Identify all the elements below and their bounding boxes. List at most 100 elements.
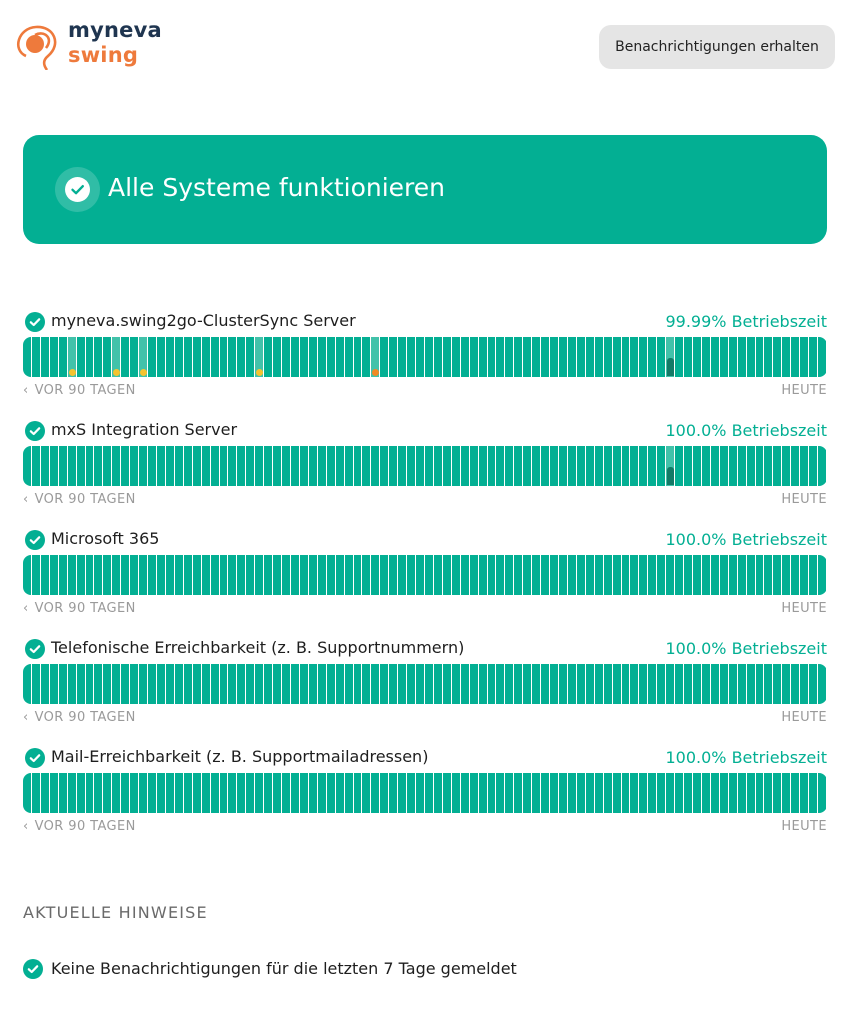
day-segment[interactable]: [246, 337, 254, 377]
day-segment[interactable]: [157, 446, 165, 486]
day-segment[interactable]: [648, 446, 656, 486]
day-segment[interactable]: [452, 555, 460, 595]
day-segment[interactable]: [327, 773, 335, 813]
day-segment[interactable]: [130, 555, 138, 595]
day-segment[interactable]: [336, 773, 344, 813]
day-segment[interactable]: [211, 773, 219, 813]
day-segment[interactable]: [336, 664, 344, 704]
day-segment[interactable]: [747, 664, 755, 704]
day-segment[interactable]: [666, 446, 674, 486]
day-segment[interactable]: [532, 555, 540, 595]
day-segment[interactable]: [773, 773, 781, 813]
day-segment[interactable]: [255, 773, 263, 813]
day-segment[interactable]: [59, 555, 67, 595]
day-segment[interactable]: [702, 446, 710, 486]
day-segment[interactable]: [157, 664, 165, 704]
day-segment[interactable]: [228, 773, 236, 813]
day-segment[interactable]: [416, 664, 424, 704]
day-segment[interactable]: [237, 773, 245, 813]
day-segment[interactable]: [86, 555, 93, 595]
day-segment[interactable]: [764, 446, 772, 486]
chevron-left-icon[interactable]: ‹: [23, 383, 29, 398]
day-segment[interactable]: [425, 773, 433, 813]
day-segment[interactable]: [354, 337, 361, 377]
day-segment[interactable]: [568, 446, 576, 486]
day-segment[interactable]: [112, 555, 120, 595]
day-segment[interactable]: [541, 555, 549, 595]
chevron-left-icon[interactable]: ‹: [23, 601, 29, 616]
day-segment[interactable]: [720, 446, 728, 486]
day-segment[interactable]: [193, 555, 201, 595]
day-segment[interactable]: [622, 446, 629, 486]
day-segment[interactable]: [559, 446, 567, 486]
day-segment[interactable]: [50, 446, 58, 486]
day-segment[interactable]: [586, 664, 594, 704]
day-segment[interactable]: [675, 664, 683, 704]
day-segment[interactable]: [202, 664, 210, 704]
day-segment[interactable]: [818, 555, 826, 595]
day-segment[interactable]: [568, 773, 576, 813]
day-segment[interactable]: [488, 555, 495, 595]
day-segment[interactable]: [309, 664, 317, 704]
day-segment[interactable]: [818, 337, 826, 377]
day-segment[interactable]: [434, 446, 442, 486]
day-segment[interactable]: [604, 446, 612, 486]
day-segment[interactable]: [291, 773, 299, 813]
day-segment[interactable]: [488, 773, 495, 813]
day-segment[interactable]: [550, 555, 558, 595]
day-segment[interactable]: [809, 773, 817, 813]
day-segment[interactable]: [121, 446, 129, 486]
day-segment[interactable]: [630, 664, 638, 704]
day-segment[interactable]: [496, 773, 504, 813]
day-segment[interactable]: [738, 446, 746, 486]
day-segment[interactable]: [336, 337, 344, 377]
day-segment[interactable]: [800, 555, 808, 595]
day-segment[interactable]: [514, 337, 522, 377]
day-segment[interactable]: [577, 337, 585, 377]
day-segment[interactable]: [264, 773, 272, 813]
day-segment[interactable]: [630, 773, 638, 813]
day-segment[interactable]: [202, 446, 210, 486]
day-segment[interactable]: [818, 664, 826, 704]
day-segment[interactable]: [773, 337, 781, 377]
day-segment[interactable]: [220, 337, 227, 377]
day-segment[interactable]: [496, 664, 504, 704]
day-segment[interactable]: [41, 337, 49, 377]
day-segment[interactable]: [711, 446, 719, 486]
day-segment[interactable]: [103, 446, 111, 486]
day-segment[interactable]: [505, 773, 513, 813]
day-segment[interactable]: [613, 664, 621, 704]
day-segment[interactable]: [791, 664, 799, 704]
day-segment[interactable]: [389, 446, 397, 486]
day-segment[interactable]: [148, 555, 156, 595]
day-segment[interactable]: [532, 773, 540, 813]
day-segment[interactable]: [559, 555, 567, 595]
day-segment[interactable]: [166, 337, 174, 377]
day-segment[interactable]: [791, 446, 799, 486]
day-segment[interactable]: [809, 337, 817, 377]
day-segment[interactable]: [220, 664, 227, 704]
day-segment[interactable]: [68, 664, 76, 704]
day-segment[interactable]: [684, 664, 692, 704]
day-segment[interactable]: [407, 773, 415, 813]
day-segment[interactable]: [282, 446, 290, 486]
day-segment[interactable]: [121, 555, 129, 595]
day-segment[interactable]: [175, 555, 183, 595]
day-segment[interactable]: [345, 446, 353, 486]
day-segment[interactable]: [139, 555, 147, 595]
day-segment[interactable]: [130, 773, 138, 813]
day-segment[interactable]: [747, 337, 755, 377]
day-segment[interactable]: [684, 773, 692, 813]
day-segment[interactable]: [559, 337, 567, 377]
day-segment[interactable]: [291, 337, 299, 377]
day-segment[interactable]: [50, 773, 58, 813]
day-segment[interactable]: [345, 664, 353, 704]
day-segment[interactable]: [103, 773, 111, 813]
day-segment[interactable]: [416, 773, 424, 813]
day-segment[interactable]: [523, 664, 531, 704]
day-segment[interactable]: [586, 555, 594, 595]
day-segment[interactable]: [702, 773, 710, 813]
day-segment[interactable]: [103, 337, 111, 377]
day-segment[interactable]: [738, 555, 746, 595]
day-segment[interactable]: [729, 337, 737, 377]
